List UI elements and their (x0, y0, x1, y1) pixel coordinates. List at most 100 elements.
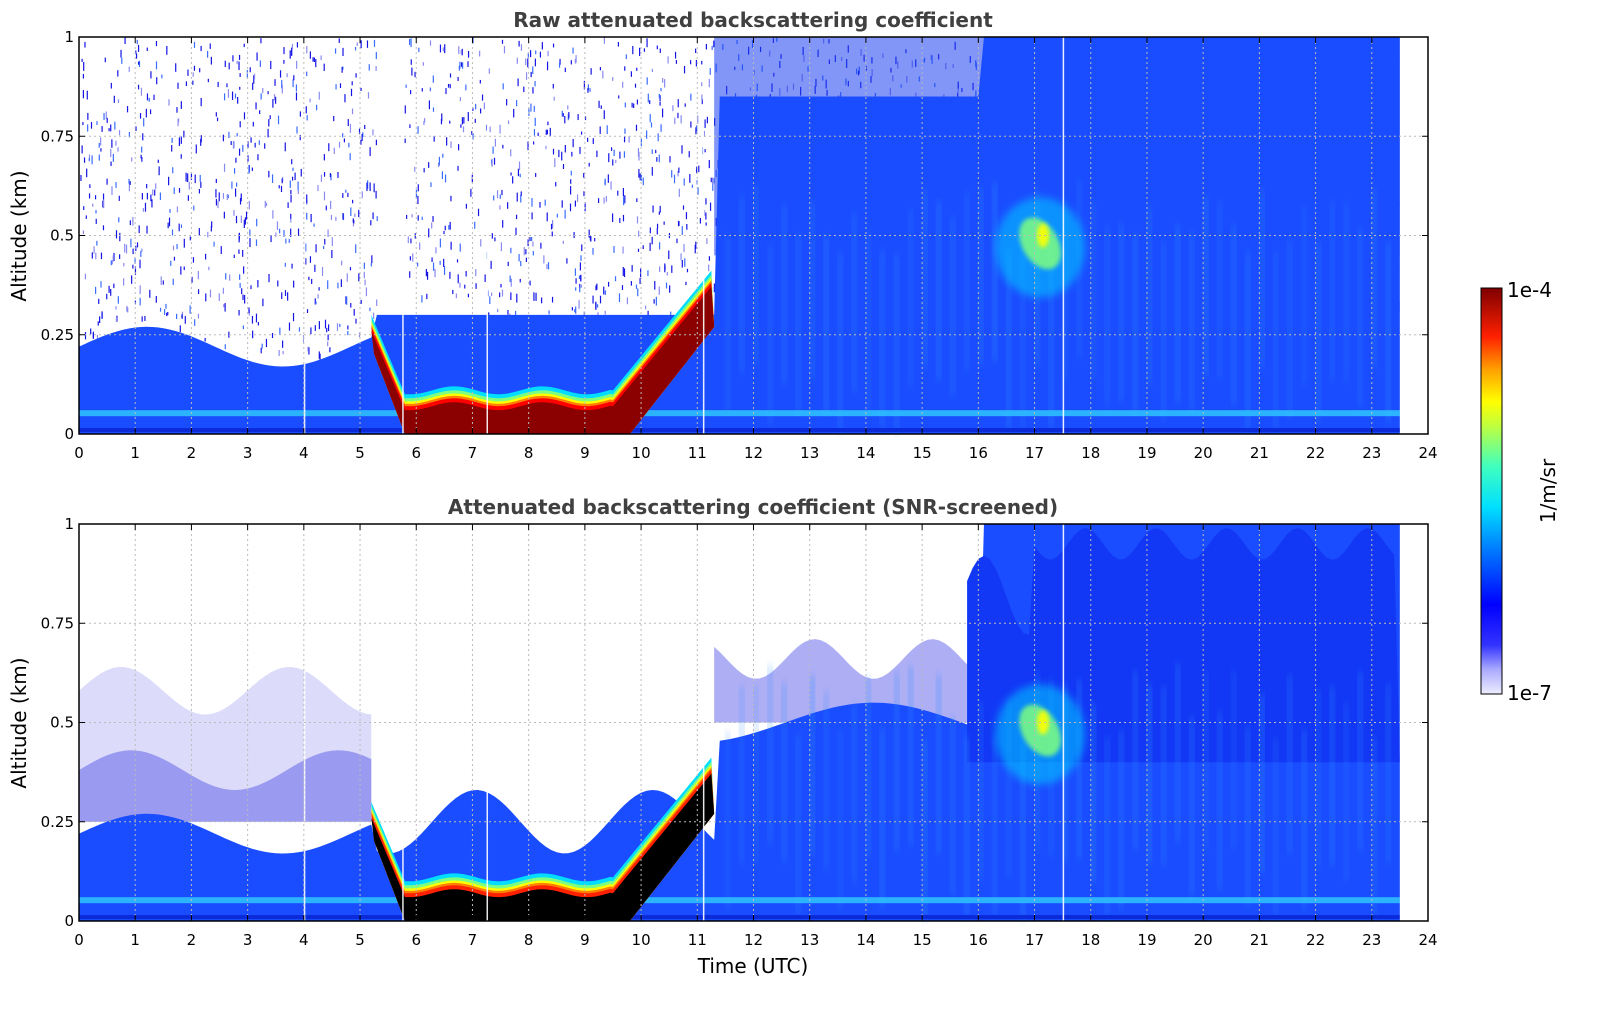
noise-pixel (267, 91, 269, 95)
data-gap (402, 37, 404, 434)
noise-pixel (672, 105, 674, 112)
noise-pixel (176, 206, 179, 213)
noise-pixel (713, 177, 715, 184)
noise-pixel (100, 252, 103, 260)
noise-pixel (490, 260, 492, 269)
noise-pixel (90, 122, 93, 129)
streak (978, 186, 984, 366)
noise-pixel (546, 129, 549, 135)
noise-pixel (619, 151, 621, 159)
noise-pixel (435, 247, 437, 254)
noise-pixel (140, 250, 142, 257)
noise-pixel (596, 304, 599, 308)
noise-pixel (574, 268, 577, 276)
noise-pixel (439, 44, 442, 53)
noise-pixel (606, 125, 608, 134)
noise-pixel (333, 147, 335, 154)
noise-pixel (446, 137, 448, 146)
noise-pixel (250, 137, 252, 143)
x-tick-label: 4 (299, 444, 309, 462)
noise-pixel (475, 269, 477, 277)
noise-pixel (100, 281, 102, 288)
noise-pixel (231, 181, 233, 189)
noise-pixel (456, 259, 459, 263)
streak (950, 716, 956, 896)
noise-pixel (658, 93, 660, 99)
noise-pixel (545, 145, 547, 150)
noise-pixel (236, 133, 238, 137)
noise-pixel (135, 50, 137, 55)
panel-screened-ylabel: Altitude (km) (7, 657, 31, 788)
noise-pixel (171, 137, 173, 143)
x-tick-label: 18 (1081, 444, 1100, 462)
noise-pixel (516, 192, 518, 202)
noise-pixel (333, 116, 335, 122)
noise-pixel (254, 142, 256, 148)
noise-pixel (552, 220, 554, 229)
streak (1371, 737, 1377, 917)
x-tick-label: 24 (1418, 931, 1437, 949)
noise-pixel (166, 312, 168, 317)
noise-pixel (317, 185, 319, 192)
noise-pixel (83, 206, 85, 210)
noise-pixel (520, 191, 522, 196)
noise-pixel (87, 124, 89, 132)
noise-pixel (360, 139, 362, 145)
noise-pixel (298, 327, 301, 332)
noise-pixel (189, 236, 191, 241)
noise-pixel (326, 327, 328, 333)
noise-pixel (285, 238, 287, 244)
noise-pixel (84, 273, 87, 280)
noise-pixel (289, 50, 291, 59)
y-tick-label: 0 (64, 425, 74, 443)
noise-pixel (137, 61, 140, 65)
noise-pixel (471, 131, 473, 135)
noise-pixel (136, 242, 139, 248)
data-gap (702, 37, 705, 434)
streak (823, 235, 829, 414)
noise-pixel (342, 133, 344, 138)
panel-screened-xlabel: Time (UTC) (697, 954, 809, 978)
noise-pixel (534, 58, 536, 67)
noise-pixel (517, 168, 520, 177)
noise-pixel (208, 266, 210, 271)
noise-pixel (253, 73, 256, 80)
noise-pixel (630, 71, 632, 77)
noise-pixel (656, 223, 659, 229)
noise-pixel (633, 103, 635, 109)
noise-pixel (520, 44, 523, 51)
noise-pixel (618, 293, 621, 303)
noise-pixel (579, 286, 581, 293)
noise-pixel (597, 198, 600, 204)
noise-pixel (240, 215, 242, 223)
noise-pixel (207, 50, 209, 58)
noise-pixel (652, 205, 654, 213)
noise-pixel (599, 126, 601, 134)
noise-pixel (414, 71, 416, 78)
noise-pixel (636, 99, 639, 105)
streak (1245, 251, 1251, 430)
noise-pixel (327, 324, 330, 332)
noise-pixel (659, 48, 661, 53)
noise-pixel (610, 181, 612, 190)
noise-pixel (442, 153, 444, 158)
noise-pixel (580, 274, 582, 282)
noise-pixel (701, 94, 703, 101)
noise-pixel (351, 108, 354, 115)
noise-pixel (680, 115, 682, 124)
noise-pixel (658, 242, 661, 250)
noise-pixel (433, 135, 435, 142)
plume-peak (1036, 223, 1049, 248)
noise-pixel (535, 292, 537, 301)
noise-pixel (705, 222, 707, 226)
noise-pixel (651, 68, 653, 73)
streak (1146, 684, 1152, 864)
noise-pixel (449, 221, 451, 230)
x-tick-label: 9 (580, 444, 590, 462)
noise-pixel (118, 130, 121, 136)
noise-pixel (323, 63, 325, 71)
noise-pixel (115, 306, 117, 310)
noise-pixel (277, 280, 279, 287)
noise-pixel (414, 166, 416, 172)
noise-pixel (666, 272, 668, 276)
